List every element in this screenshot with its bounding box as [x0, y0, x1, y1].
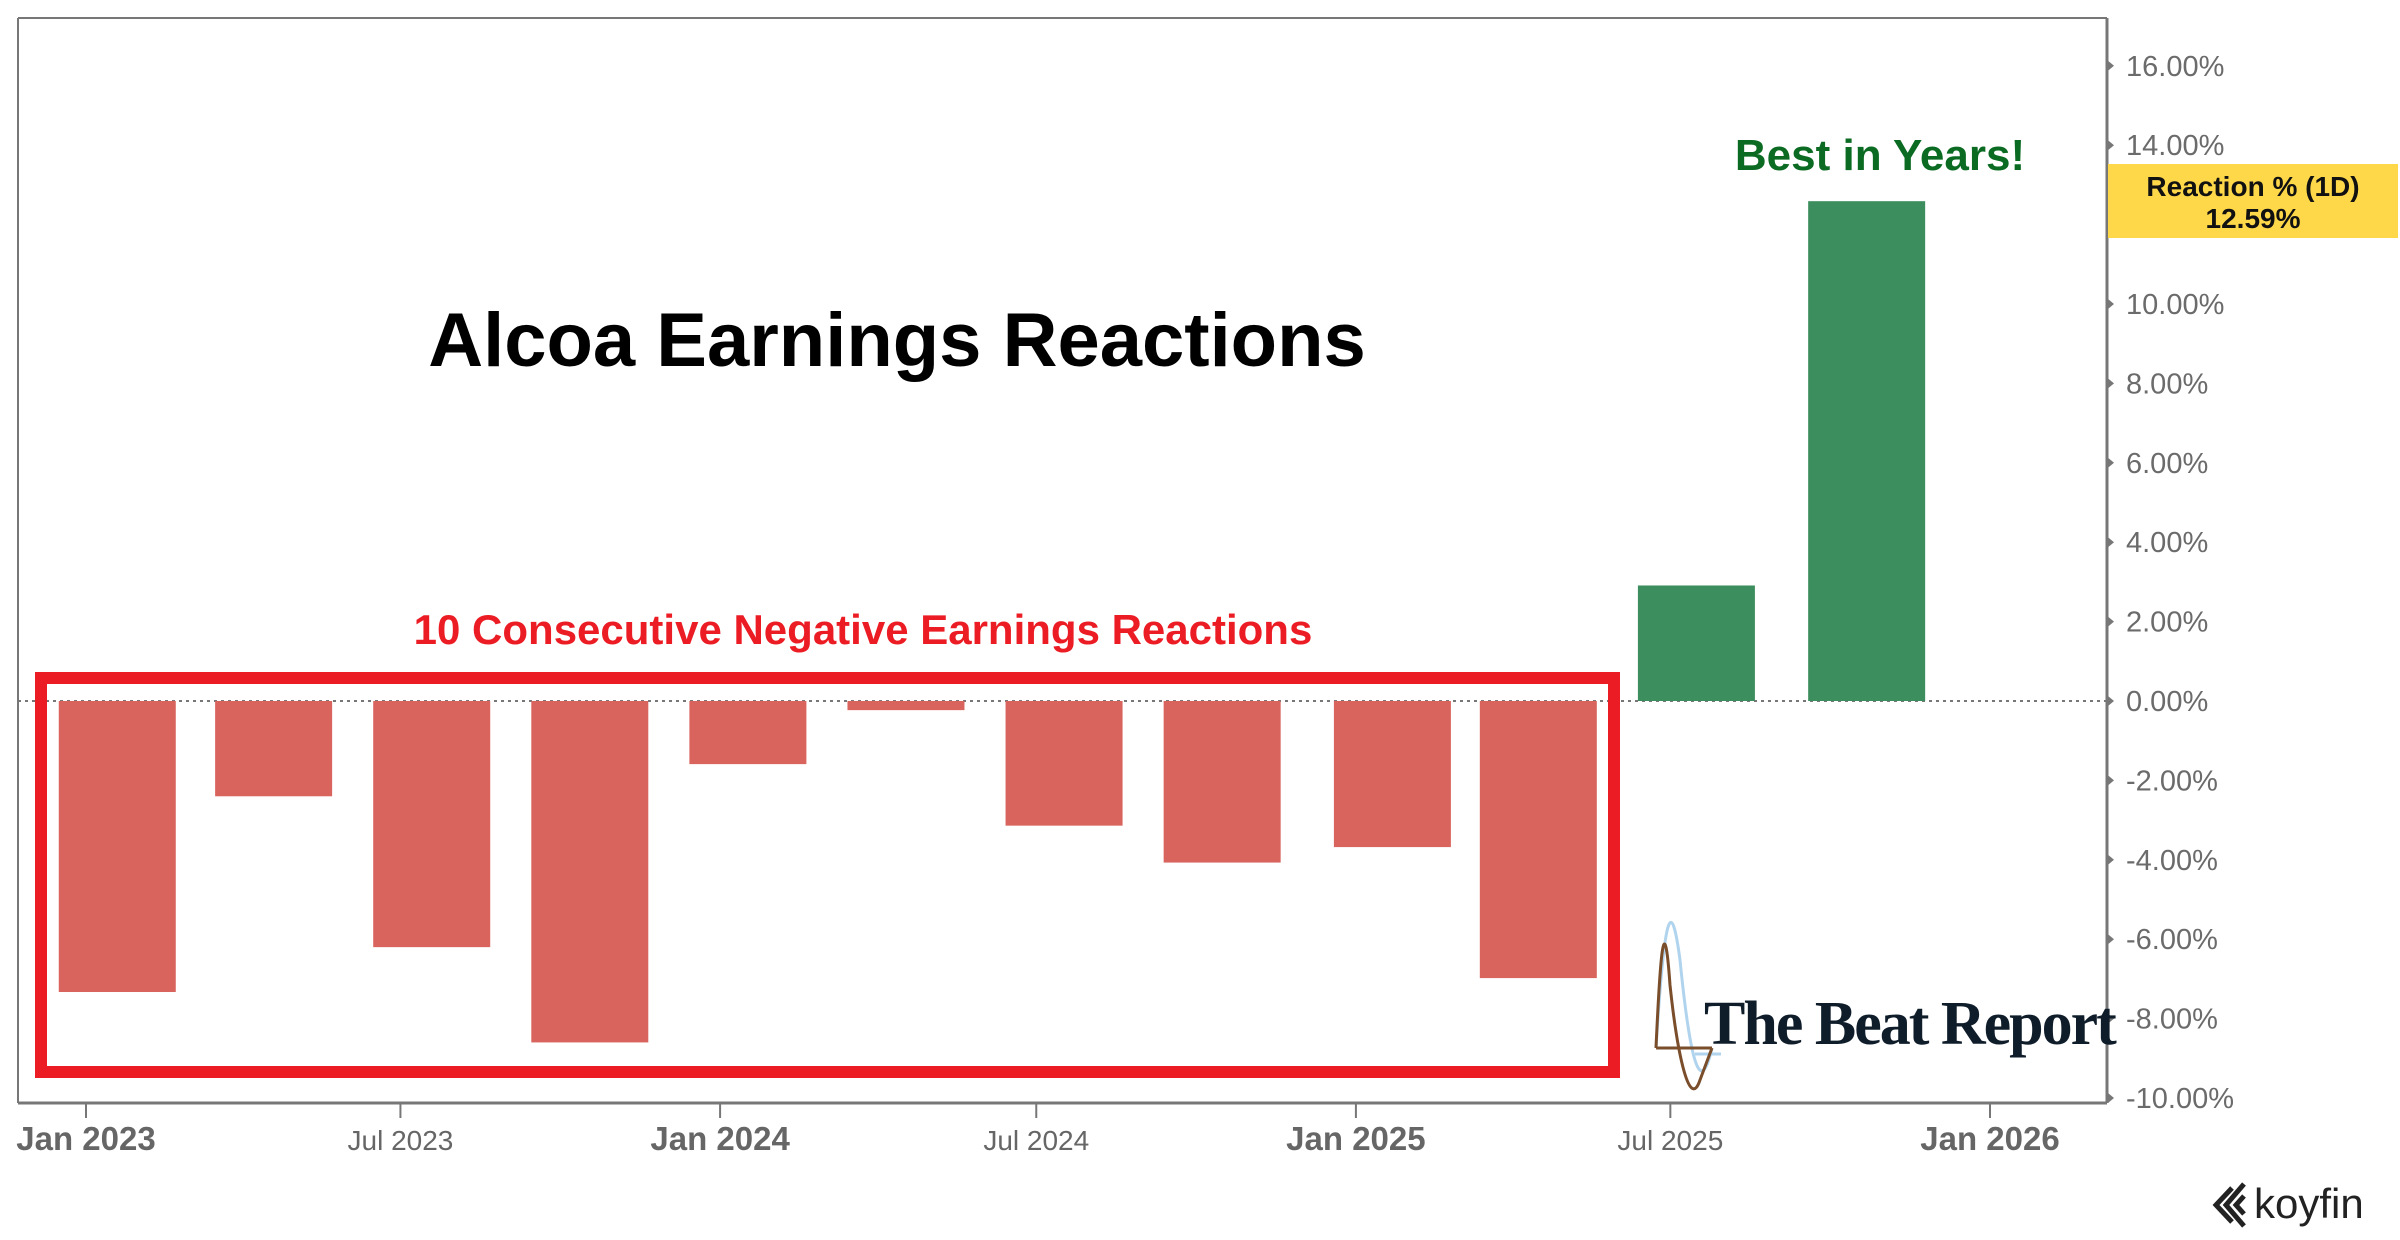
wave-icon	[1654, 920, 1721, 1073]
y-tick-mark	[2108, 457, 2114, 468]
y-tick-label: 6.00%	[2126, 448, 2208, 480]
x-tick-label: Jul 2023	[348, 1125, 454, 1156]
y-tick-mark	[2108, 378, 2114, 389]
x-tick-label: Jan 2024	[650, 1120, 790, 1157]
wave-outline-icon	[1654, 942, 1714, 1091]
bar-2024-01-17	[689, 701, 807, 765]
y-tick-label: -4.00%	[2126, 845, 2218, 877]
y-tick-label: 2.00%	[2126, 607, 2208, 639]
koyfin-mark-icon	[2212, 1182, 2246, 1228]
bar-2025-01-22	[1333, 701, 1451, 848]
bar-2024-04-17	[847, 701, 965, 711]
y-tick-mark	[2108, 775, 2114, 786]
bar-2023-10-18	[531, 701, 649, 1043]
y-tick-mark	[2108, 696, 2114, 706]
y-tick-label: 14.00%	[2126, 130, 2224, 162]
y-tick-label: -10.00%	[2126, 1083, 2234, 1115]
x-tick-label: Jan 2026	[1920, 1120, 2059, 1157]
y-tick-mark	[2108, 60, 2114, 71]
bar-2024-10-16	[1163, 701, 1281, 863]
y-tick-label: -6.00%	[2126, 924, 2218, 956]
x-tick-label: Jan 2025	[1286, 1120, 1425, 1157]
bars	[58, 201, 1926, 1043]
badge-value: 12.59%	[2206, 203, 2301, 234]
y-tick-label: 16.00%	[2126, 51, 2224, 83]
negative-streak-annotation: 10 Consecutive Negative Earnings Reactio…	[414, 606, 1313, 653]
x-tick-label: Jan 2023	[16, 1120, 155, 1157]
y-tick-label: 8.00%	[2126, 368, 2208, 400]
y-tick-mark	[2108, 1013, 2114, 1024]
bar-2023-04-19	[215, 701, 333, 797]
watermark-text: The Beat Report	[1704, 990, 2117, 1058]
negative-streak-box	[35, 672, 1620, 1078]
bar-2023-01-19	[58, 701, 176, 993]
badge-series-name: Reaction % (1D)	[2146, 171, 2359, 202]
y-tick-label: 10.00%	[2126, 289, 2224, 321]
bar-2025-10-22	[1808, 201, 1926, 701]
y-tick-mark	[2108, 299, 2114, 309]
bar-2025-04-16	[1479, 701, 1597, 979]
x-tick-label: Jul 2024	[983, 1125, 1089, 1156]
best-in-years-annotation: Best in Years!	[1735, 131, 2025, 180]
beat-report-logo: The Beat Report	[1654, 920, 2119, 1091]
y-tick-mark	[2108, 854, 2114, 865]
y-tick-label: 0.00%	[2126, 686, 2208, 718]
y-tick-label: -2.00%	[2126, 765, 2218, 797]
koyfin-logo: koyfin	[2212, 1180, 2364, 1228]
y-tick-mark	[2108, 537, 2114, 548]
bar-2024-07-17	[1005, 701, 1123, 826]
x-axis-ticks: Jan 2023 Jul 2023 Jan 2024 Jul 2024 Jan 2025…	[16, 1104, 2060, 1157]
bar-2025-07-16	[1637, 585, 1755, 701]
chart-title: Alcoa Earnings Reactions	[428, 298, 1366, 383]
x-tick-label: Jul 2025	[1617, 1125, 1723, 1156]
y-tick-mark	[2108, 616, 2114, 627]
bar-2023-07-19	[373, 701, 491, 948]
y-tick-mark	[2108, 934, 2114, 945]
koyfin-text: koyfin	[2254, 1180, 2364, 1227]
y-tick-label: -8.00%	[2126, 1004, 2218, 1036]
y-tick-mark	[2108, 1093, 2114, 1103]
y-tick-label: 4.00%	[2126, 527, 2208, 559]
y-tick-mark	[2108, 140, 2114, 151]
last-value-badge	[2108, 164, 2398, 238]
